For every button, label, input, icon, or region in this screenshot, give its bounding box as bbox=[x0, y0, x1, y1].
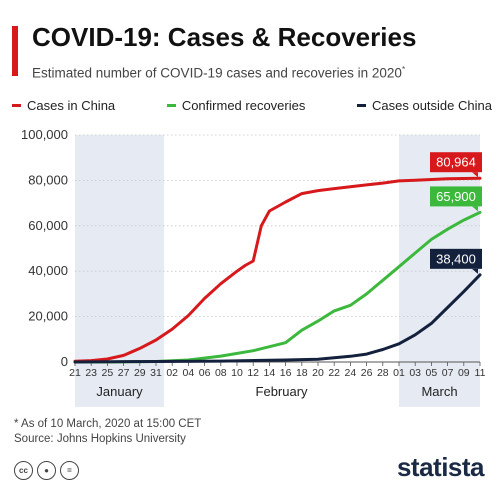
series-line-cases-outside bbox=[73, 273, 482, 364]
x-tick-label: 18 bbox=[296, 367, 308, 379]
footnote-source: Source: Johns Hopkins University bbox=[14, 433, 186, 445]
end-label-pointer-cases-china bbox=[472, 172, 478, 178]
x-tick-label: 11 bbox=[475, 367, 486, 379]
y-tick-label: 20,000 bbox=[28, 309, 68, 324]
x-tick-label: 26 bbox=[361, 367, 373, 379]
x-tick-label: 28 bbox=[377, 367, 389, 379]
end-label-box-cases-china bbox=[430, 152, 482, 173]
x-tick-label: 09 bbox=[458, 367, 470, 379]
month-label: January bbox=[96, 384, 143, 399]
x-tick-label: 07 bbox=[442, 367, 454, 379]
page-subtitle: Estimated number of COVID-19 cases and r… bbox=[32, 65, 405, 81]
end-label-pointer-recoveries bbox=[472, 206, 478, 212]
no-derivatives-icon[interactable]: = bbox=[60, 461, 79, 480]
legend-label-cases-china: Cases in China bbox=[27, 98, 116, 113]
x-tick-label: 21 bbox=[69, 367, 81, 379]
legend-item-recoveries: Confirmed recoveries bbox=[166, 98, 306, 113]
x-tick-label: 31 bbox=[150, 367, 162, 379]
x-tick-label: 01 bbox=[393, 367, 405, 379]
subtitle-text: Estimated number of COVID-19 cases and r… bbox=[32, 65, 402, 81]
legend-label-cases-outside: Cases outside China bbox=[372, 98, 492, 113]
attribution-icon[interactable]: ● bbox=[37, 461, 56, 480]
y-tick-label: 80,000 bbox=[28, 172, 68, 187]
x-tick-label: 27 bbox=[118, 367, 130, 379]
x-tick-label: 02 bbox=[166, 367, 178, 379]
statista-logo[interactable]: statista bbox=[396, 452, 485, 482]
end-label-cases-china: 80,964 bbox=[436, 155, 476, 170]
month-label: February bbox=[256, 384, 309, 399]
license-icons: cc ● = bbox=[14, 461, 79, 480]
x-tick-label: 14 bbox=[264, 367, 276, 379]
legend-item-cases-china: Cases in China bbox=[12, 98, 115, 113]
x-tick-label: 16 bbox=[280, 367, 292, 379]
x-tick-label: 29 bbox=[134, 367, 146, 379]
end-label-pointer-cases-outside bbox=[472, 268, 478, 274]
footnote: * As of 10 March, 2020 at 15:00 CET Sour… bbox=[14, 417, 201, 447]
x-tick-label: 24 bbox=[345, 367, 357, 379]
y-tick-label: 60,000 bbox=[28, 218, 68, 233]
x-tick-label: 25 bbox=[102, 367, 114, 379]
x-tick-label: 08 bbox=[215, 367, 227, 379]
y-tick-label: 100,000 bbox=[21, 127, 68, 142]
x-tick-label: 06 bbox=[199, 367, 211, 379]
legend-swatch-recoveries bbox=[166, 104, 176, 107]
month-label: March bbox=[421, 384, 457, 399]
creative-commons-icon[interactable]: cc bbox=[14, 461, 33, 480]
legend-swatch-cases-china bbox=[12, 104, 21, 107]
x-tick-label: 04 bbox=[183, 367, 195, 379]
end-label-cases-outside: 38,400 bbox=[436, 251, 476, 266]
x-tick-label: 10 bbox=[231, 367, 243, 379]
chart-legend: Cases in China Confirmed recoveries Case… bbox=[12, 98, 492, 113]
end-label-recoveries: 65,900 bbox=[436, 189, 476, 204]
subtitle-footnote-mark: * bbox=[401, 65, 406, 74]
legend-swatch-cases-outside bbox=[357, 104, 367, 107]
y-tick-label: 40,000 bbox=[28, 263, 68, 278]
legend-item-cases-outside: Cases outside China bbox=[357, 98, 492, 113]
footnote-note: * As of 10 March, 2020 at 15:00 CET bbox=[14, 418, 202, 430]
legend-label-recoveries: Confirmed recoveries bbox=[181, 98, 306, 113]
title-accent-bar bbox=[12, 26, 18, 76]
end-label-box-recoveries bbox=[430, 186, 482, 207]
x-tick-label: 23 bbox=[85, 367, 97, 379]
x-tick-label: 12 bbox=[247, 367, 259, 379]
page-title: COVID-19: Cases & Recoveries bbox=[32, 22, 417, 52]
line-chart: 0 20,000 40,000 60,000 80,000 100,000 21 23 25 27… bbox=[21, 127, 486, 407]
x-tick-label: 22 bbox=[328, 367, 340, 379]
x-tick-label: 05 bbox=[426, 367, 438, 379]
x-tick-label: 03 bbox=[409, 367, 421, 379]
series-line-cases-china bbox=[73, 176, 482, 363]
x-tick-label: 20 bbox=[312, 367, 324, 379]
end-label-box-cases-outside bbox=[430, 248, 482, 269]
y-tick-label: 0 bbox=[61, 354, 68, 369]
